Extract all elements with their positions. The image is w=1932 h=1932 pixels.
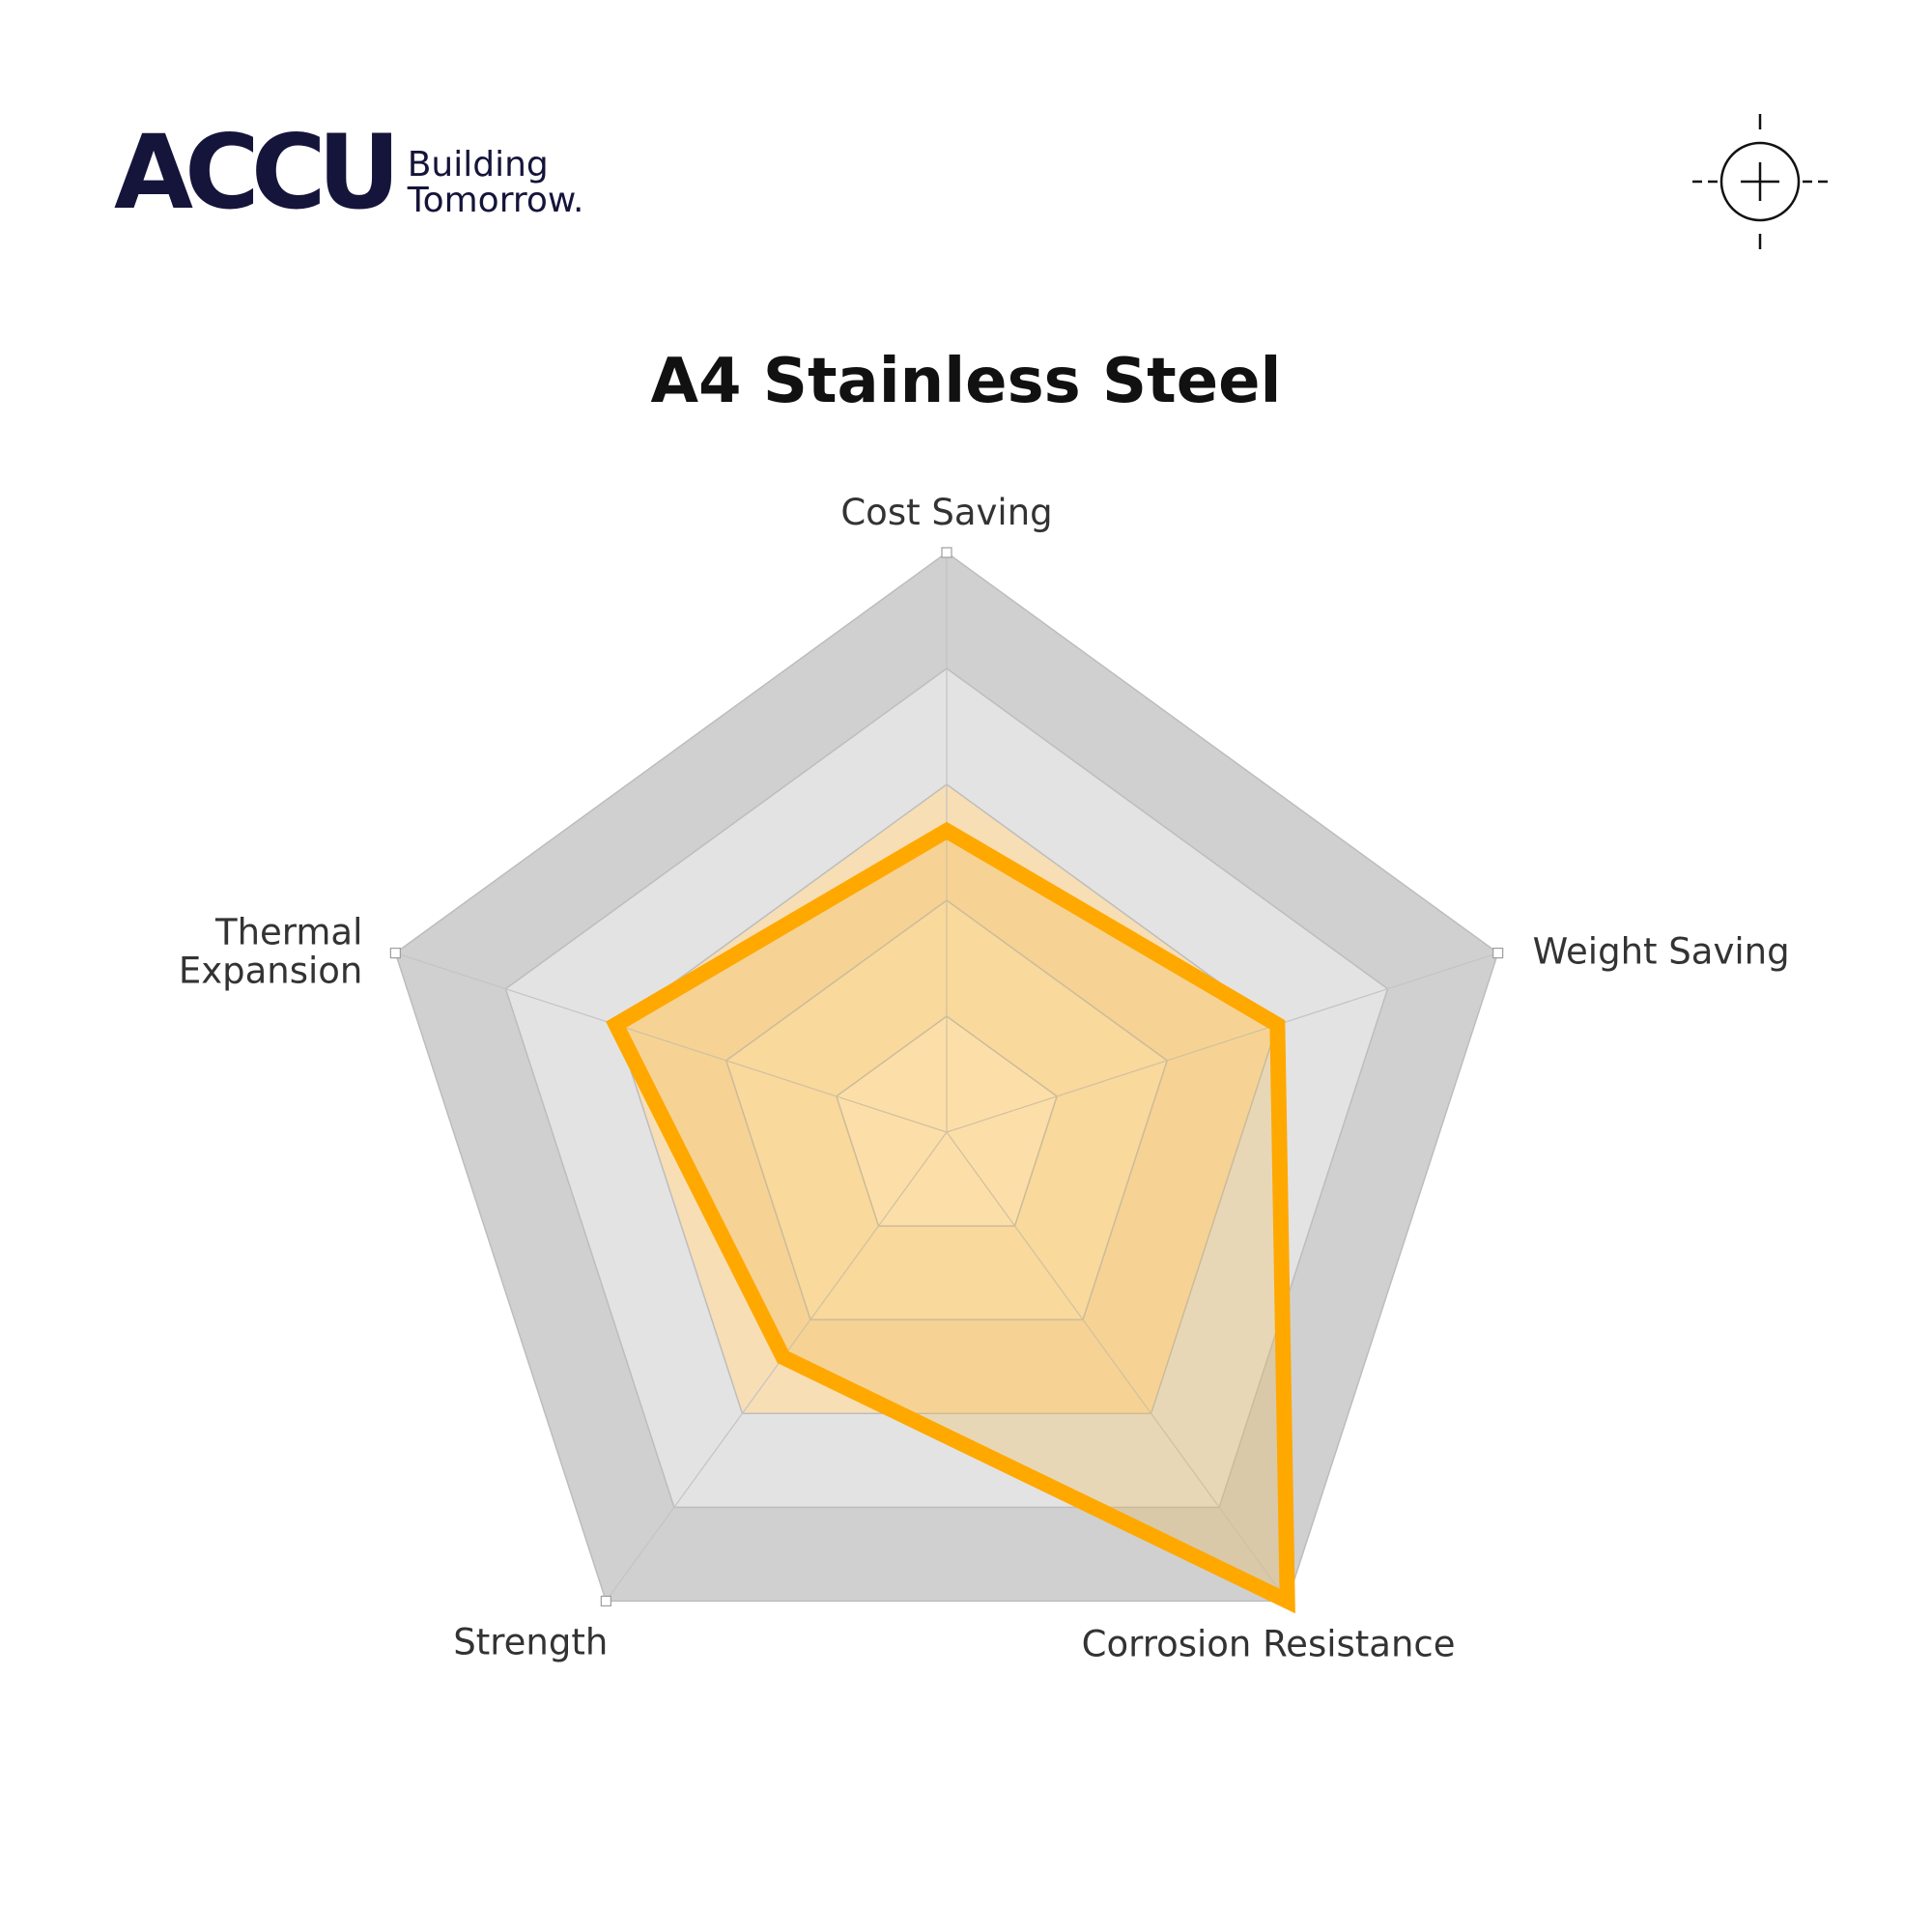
axis-label-line: Corrosion Resistance <box>1082 1623 1456 1664</box>
data-point-3 <box>781 1354 785 1359</box>
axis-label-2: Corrosion Resistance <box>1082 1623 1456 1664</box>
axis-end-marker-4 <box>389 947 401 959</box>
data-point-4 <box>613 1022 618 1027</box>
axis-label-1: Weight Saving <box>1533 930 1790 972</box>
tagline-line-2: Tomorrow. <box>407 181 584 220</box>
data-point-0 <box>945 829 949 833</box>
axis-label-line: Cost Saving <box>840 492 1052 533</box>
axis-end-marker-3 <box>600 1595 611 1607</box>
axis-label-line: Thermal <box>214 911 362 952</box>
chart-title: A4 Stainless Steel <box>650 346 1282 417</box>
axis-spoke-2 <box>946 1131 1289 1602</box>
radar-axis-labels: Cost Saving Weight Saving Corrosion Resist… <box>179 492 1790 1664</box>
axis-label-0: Cost Saving <box>840 492 1052 533</box>
logo-wordmark: ACCU <box>114 113 401 232</box>
series-polygon <box>606 821 1295 1614</box>
axis-spoke-3 <box>605 1131 948 1602</box>
axis-spoke-1 <box>946 952 1498 1133</box>
axis-label-3: Strength <box>453 1621 608 1662</box>
axis-label-line: Expansion <box>179 950 363 991</box>
brand-logo: ACCU Building Tomorrow. <box>114 118 583 224</box>
data-point-2 <box>1285 1599 1290 1604</box>
axis-end-marker-1 <box>1492 947 1504 959</box>
data-point-1 <box>1275 1022 1280 1027</box>
axis-label-line: Strength <box>453 1621 608 1662</box>
tagline-line-1: Building <box>407 145 549 185</box>
radar-series <box>606 821 1295 1614</box>
axis-label-4: Thermal Expansion <box>179 911 363 991</box>
axis-end-marker-0 <box>941 547 952 558</box>
axis-spoke-4 <box>395 952 948 1133</box>
logo-tagline: Building Tomorrow. <box>408 147 584 218</box>
crosshair-icon <box>1692 114 1828 249</box>
axis-label-line: Weight Saving <box>1533 930 1790 972</box>
